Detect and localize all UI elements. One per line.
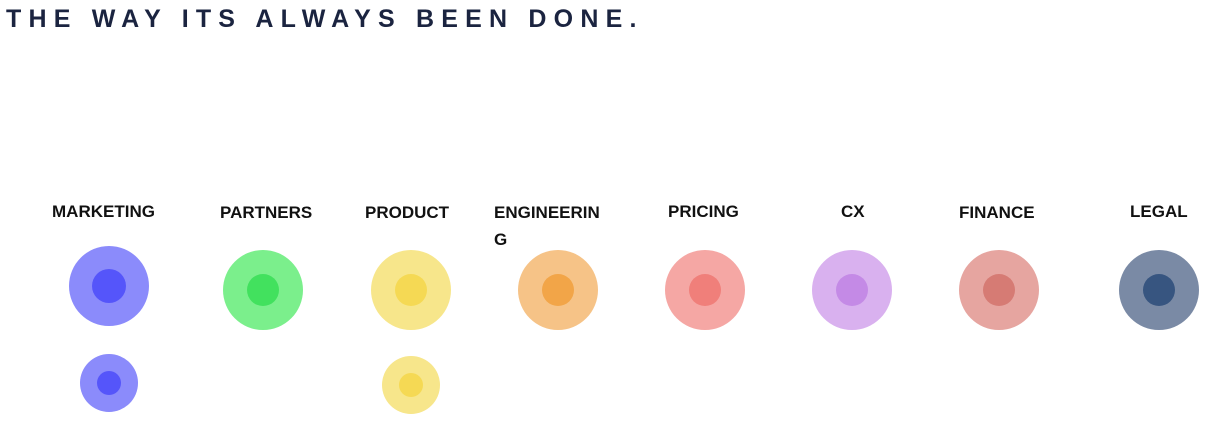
product-circle-secondary <box>382 356 440 414</box>
label-legal: LEGAL <box>1130 202 1188 221</box>
partners-circle-core <box>247 274 279 306</box>
finance-circle-core <box>983 274 1015 306</box>
finance-circle <box>959 250 1039 330</box>
marketing-circle-secondary <box>80 354 138 412</box>
label-marketing: MARKETING <box>52 202 155 221</box>
product-circle-secondary-core <box>399 373 423 397</box>
product-circle <box>371 250 451 330</box>
legal-circle-core <box>1143 274 1175 306</box>
label-product: PRODUCT <box>365 203 450 222</box>
legal-circle <box>1119 250 1199 330</box>
label-engineering: ENGINEERING <box>494 203 600 249</box>
product-circle-core <box>395 274 427 306</box>
marketing-circle-core <box>92 269 126 303</box>
marketing-circle-secondary-core <box>97 371 121 395</box>
engineering-circle <box>518 250 598 330</box>
engineering-circle-core <box>542 274 574 306</box>
cx-circle <box>812 250 892 330</box>
cx-circle-core <box>836 274 868 306</box>
label-finance: FINANCE <box>959 203 1035 222</box>
partners-circle <box>223 250 303 330</box>
page-title: THE WAY ITS ALWAYS BEEN DONE. <box>6 5 644 33</box>
marketing-circle <box>69 246 149 326</box>
label-cx: CX <box>841 202 865 221</box>
pricing-circle <box>665 250 745 330</box>
label-pricing: PRICING <box>668 202 739 221</box>
label-partners: PARTNERS <box>220 203 313 222</box>
pricing-circle-core <box>689 274 721 306</box>
